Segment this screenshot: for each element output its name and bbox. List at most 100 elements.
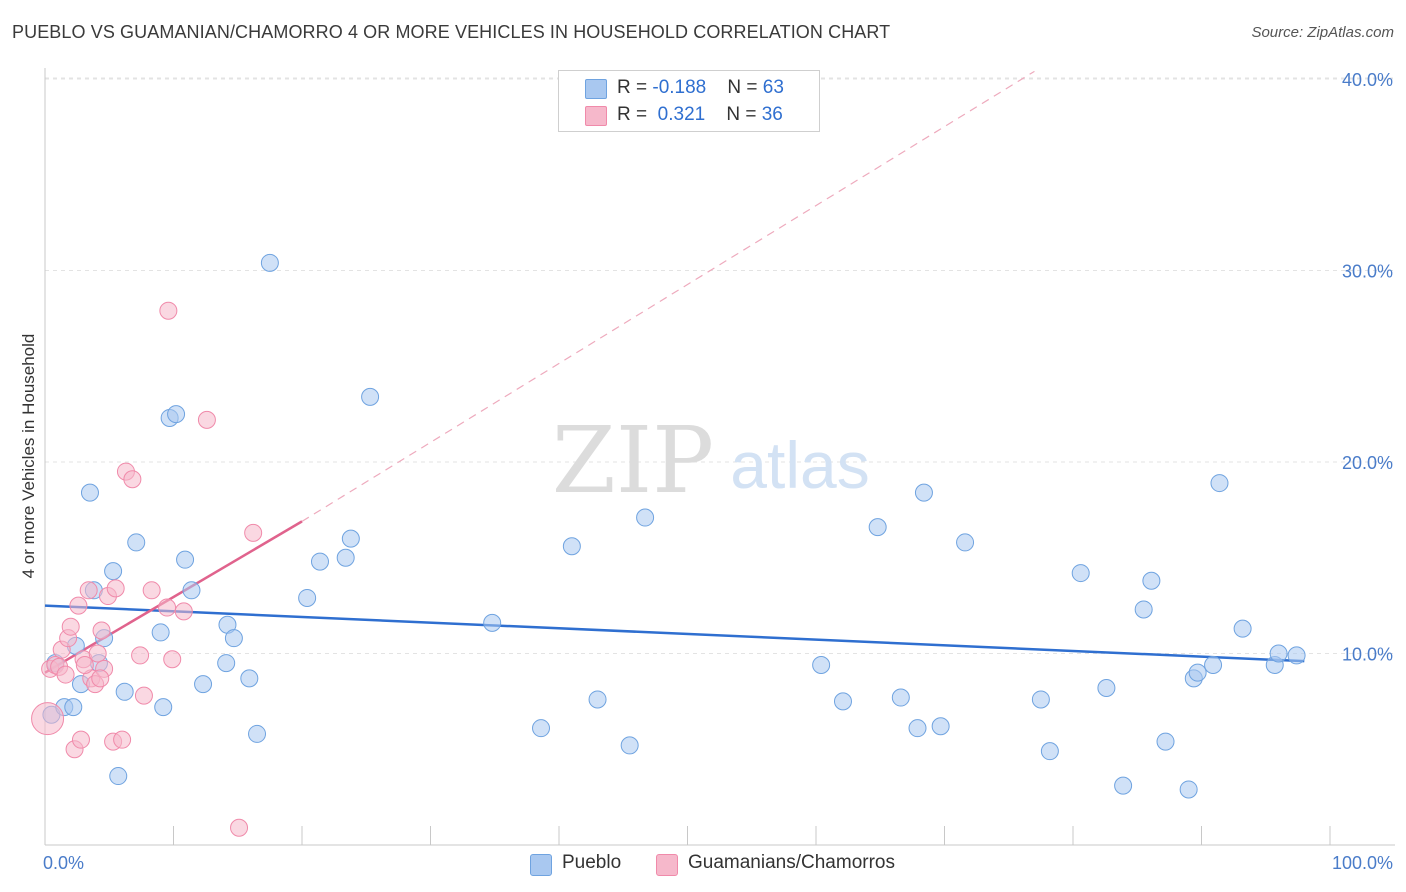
pueblo-point[interactable] — [176, 550, 195, 569]
pueblo-point[interactable] — [620, 736, 639, 755]
pueblo-point[interactable] — [833, 692, 852, 711]
pueblo-point[interactable] — [1188, 663, 1207, 682]
pueblo-point[interactable] — [1204, 655, 1223, 674]
source-credit: Source: ZipAtlas.com — [1251, 24, 1394, 41]
guamanian-point[interactable] — [56, 665, 75, 684]
pueblo-point[interactable] — [483, 613, 502, 632]
guamanian-point[interactable] — [113, 730, 132, 749]
x-tick-label: 0.0% — [43, 853, 84, 873]
pueblo-point[interactable] — [562, 537, 581, 556]
guamanian-point[interactable] — [163, 650, 182, 669]
pueblo-point[interactable] — [336, 548, 355, 567]
pueblo-point[interactable] — [248, 724, 267, 743]
y-tick-label: 30.0% — [1342, 262, 1393, 282]
pueblo-point[interactable] — [109, 767, 128, 786]
guamanian-trend-line — [44, 520, 303, 674]
pueblo-point[interactable] — [64, 698, 83, 717]
pueblo-point[interactable] — [1071, 564, 1090, 583]
pueblo-point[interactable] — [588, 690, 607, 709]
pueblo-point[interactable] — [891, 688, 910, 707]
pueblo-point[interactable] — [298, 588, 317, 607]
pueblo-point[interactable] — [956, 533, 975, 552]
pueblo-point[interactable] — [812, 655, 831, 674]
guamanian-point[interactable] — [230, 818, 249, 837]
guamanian-point[interactable] — [244, 523, 263, 542]
series-swatch-guamanian — [656, 854, 678, 876]
pueblo-point[interactable] — [1134, 600, 1153, 619]
guamanian-point[interactable] — [61, 617, 80, 636]
pueblo-point[interactable] — [1287, 646, 1306, 665]
guamanian-point[interactable] — [69, 596, 88, 615]
pueblo-point[interactable] — [1233, 619, 1252, 638]
pueblo-point[interactable] — [240, 669, 259, 688]
pueblo-point[interactable] — [868, 518, 887, 537]
guamanian-point[interactable] — [197, 410, 216, 429]
pueblo-point[interactable] — [260, 253, 279, 272]
guamanian-point[interactable] — [31, 702, 65, 736]
pueblo-point[interactable] — [80, 483, 99, 502]
watermark-atlas: atlas — [730, 428, 869, 502]
legend-r-value: 0.321 — [652, 104, 706, 125]
legend-swatch-guamanian — [585, 106, 607, 126]
data-points — [31, 253, 1306, 837]
guamanian-point[interactable] — [142, 581, 161, 600]
pueblo-point[interactable] — [194, 675, 213, 694]
tick-labels: 10.0% 20.0% 30.0% 40.0% 0.0% 100.0% — [43, 70, 1393, 873]
pueblo-point[interactable] — [151, 623, 170, 642]
y-tick-label: 10.0% — [1342, 645, 1393, 665]
chart-title: PUEBLO VS GUAMANIAN/CHAMORRO 4 OR MORE V… — [12, 22, 891, 42]
pueblo-point[interactable] — [115, 682, 134, 701]
pueblo-point[interactable] — [1097, 678, 1116, 697]
pueblo-point[interactable] — [310, 552, 329, 571]
pueblo-point[interactable] — [1156, 732, 1175, 751]
series-label-pueblo: Pueblo — [562, 852, 622, 873]
guamanian-point[interactable] — [71, 730, 90, 749]
pueblo-point[interactable] — [224, 629, 243, 648]
guamanian-point[interactable] — [131, 646, 150, 665]
guamanian-point[interactable] — [134, 686, 153, 705]
guamanian-point[interactable] — [123, 470, 142, 489]
series-swatch-pueblo — [530, 854, 552, 876]
pueblo-point[interactable] — [154, 698, 173, 717]
pueblo-trend-line — [44, 604, 1305, 663]
legend-r-label: R = — [617, 104, 653, 125]
guamanian-point[interactable] — [106, 579, 125, 598]
pueblo-point[interactable] — [1142, 571, 1161, 590]
legend-n-label: N = — [727, 77, 763, 98]
guamanian-point[interactable] — [75, 655, 94, 674]
pueblo-point[interactable] — [341, 529, 360, 548]
x-tick-label: 100.0% — [1332, 853, 1393, 873]
y-tick-label: 40.0% — [1342, 70, 1393, 90]
pueblo-point[interactable] — [182, 581, 201, 600]
pueblo-point[interactable] — [1179, 780, 1198, 799]
guamanian-point[interactable] — [79, 581, 98, 600]
pueblo-point[interactable] — [104, 562, 123, 581]
pueblo-point[interactable] — [1269, 644, 1288, 663]
pueblo-point[interactable] — [931, 717, 950, 736]
pueblo-point[interactable] — [1114, 776, 1133, 795]
pueblo-point[interactable] — [1210, 474, 1229, 493]
guamanian-point[interactable] — [174, 602, 193, 621]
watermark-zip: ZIP — [552, 407, 714, 514]
guamanian-point[interactable] — [158, 598, 177, 617]
guamanian-point[interactable] — [88, 644, 107, 663]
guamanian-point[interactable] — [159, 301, 178, 320]
pueblo-point[interactable] — [1031, 690, 1050, 709]
pueblo-point[interactable] — [1040, 742, 1059, 761]
pueblo-point[interactable] — [914, 483, 933, 502]
gridlines — [45, 77, 1395, 654]
pueblo-point[interactable] — [532, 719, 551, 738]
legend-n-label: N = — [726, 104, 762, 125]
pueblo-point[interactable] — [167, 405, 186, 424]
guamanian-point[interactable] — [91, 669, 110, 688]
pueblo-point[interactable] — [636, 508, 655, 527]
legend-r-value: -0.188 — [652, 77, 707, 98]
series-label-guamanian: Guamanians/Chamorros — [688, 852, 895, 873]
legend-n-value: 36 — [761, 104, 783, 125]
pueblo-point[interactable] — [361, 387, 380, 406]
guamanian-point[interactable] — [92, 621, 111, 640]
pueblo-point[interactable] — [127, 533, 146, 552]
pueblo-point[interactable] — [908, 719, 927, 738]
pueblo-point[interactable] — [217, 654, 236, 673]
